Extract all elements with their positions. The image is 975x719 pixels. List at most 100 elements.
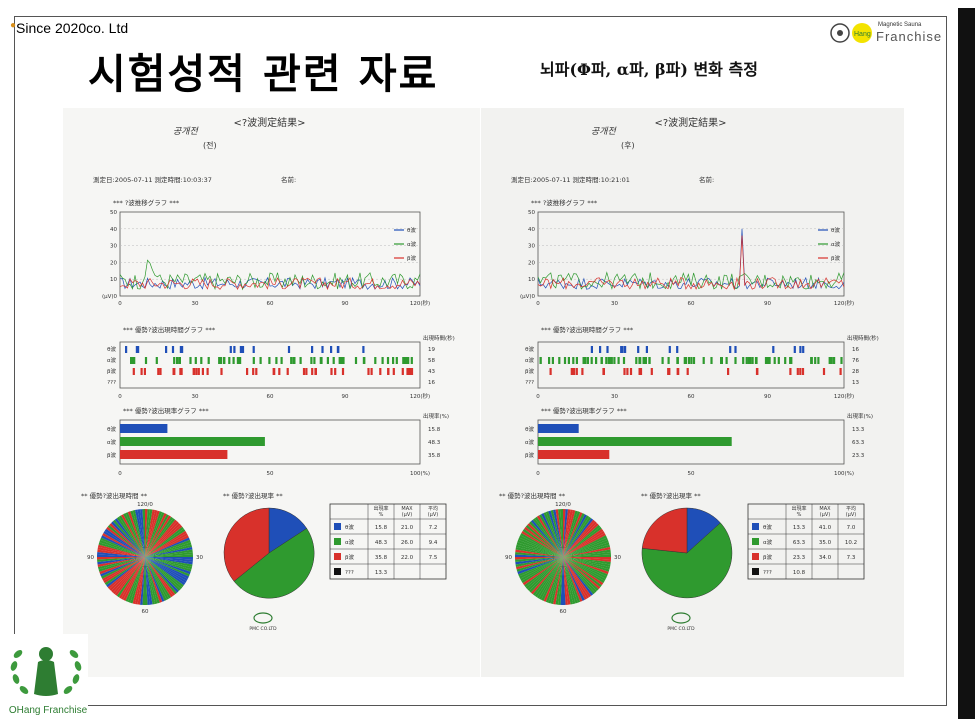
name-label: 名前: [281, 175, 296, 184]
pie-time-spoke [518, 557, 563, 577]
time-tick-bar [326, 357, 329, 364]
pie-time-spoke [545, 511, 563, 557]
pie-time-spoke [145, 524, 183, 557]
time-tick-bar [252, 357, 255, 364]
pie-time-spoke [563, 547, 611, 557]
pie-time-spoke [145, 557, 178, 595]
pie-time-spoke [525, 524, 563, 557]
pie-time-spoke [145, 557, 193, 562]
pie-time-spoke [116, 557, 145, 598]
table-cell: 15.8 [375, 525, 388, 531]
time-tick-bar [341, 368, 345, 375]
pie-time-spoke [99, 539, 145, 557]
time-row-label: ??? [525, 380, 534, 386]
time-tick-bar [667, 357, 670, 364]
pie-time-spoke [145, 557, 186, 586]
pie-time-spoke [145, 530, 187, 557]
time-tick-bar [582, 357, 585, 364]
time-tick-bar [340, 357, 343, 364]
time-tick-bar [207, 357, 210, 364]
table-cell: 26.0 [401, 540, 414, 546]
brand-large-text: Franchise [876, 29, 943, 44]
table-cell: α波 [345, 538, 355, 546]
time-tick-bar [635, 357, 638, 364]
time-tick-bar [220, 368, 223, 375]
pie-time-spoke [104, 528, 145, 557]
time-tick-bar [766, 357, 769, 364]
time-tick-bar [362, 346, 365, 353]
time-tick-bar [336, 346, 339, 353]
time-x-tick: 120(秒) [410, 392, 430, 400]
time-tick-bar [623, 368, 626, 375]
pie-time-spoke [558, 557, 563, 605]
pie-time-spoke [530, 519, 563, 557]
time-tick-bar [181, 346, 184, 353]
pie-time-spoke [145, 510, 158, 557]
time-tick-bar [255, 368, 258, 375]
pie-time-spoke [563, 557, 611, 560]
pie-time-spoke [534, 557, 563, 598]
pie-time-spoke [140, 509, 145, 557]
trend-series-line [537, 271, 845, 290]
time-tick-bar [638, 368, 641, 375]
time-tick-bar [548, 357, 551, 364]
time-tick-bar [233, 346, 236, 353]
time-tick-bar [799, 346, 802, 353]
slide-frame [14, 16, 947, 706]
pie-time-spoke [563, 524, 601, 557]
pie-time-spoke [550, 510, 563, 557]
pie-time-spoke [98, 557, 145, 570]
time-tick-bar [606, 346, 609, 353]
pie-time-spoke [563, 557, 608, 577]
time-x-tick: 60 [267, 394, 274, 400]
time-tick-bar [135, 346, 138, 353]
maker-label: PMC CO.LTD [249, 626, 277, 632]
time-tick-bar [828, 357, 831, 364]
time-tick-bar [395, 357, 398, 364]
time-x-tick: 90 [764, 394, 771, 400]
time-tick-bar [840, 357, 843, 364]
pie-time-spoke [517, 539, 563, 557]
time-tick-bar [747, 357, 750, 364]
pie-time-spoke [563, 557, 578, 604]
time-tick-bar [817, 357, 820, 364]
pie-time-spoke [145, 514, 169, 557]
trend-y-tick: 40 [110, 227, 117, 233]
pie-time-spoke [100, 557, 145, 577]
time-tick-bar [179, 346, 182, 353]
time-tick-bar [410, 357, 413, 364]
time-tick-bar [125, 346, 128, 353]
time-tick-bar [130, 357, 133, 364]
time-tick-bar [374, 357, 377, 364]
pie-time-spoke [563, 557, 604, 586]
time-tick-bar [677, 368, 680, 375]
time-tick-bar [773, 357, 776, 364]
dial-label-top: 120/0 [555, 502, 571, 508]
pie-time-spoke [515, 557, 563, 565]
pie-time-spoke [145, 557, 179, 593]
time-x-tick: 90 [342, 394, 349, 400]
time-tick-bar [286, 368, 289, 375]
dial-label-bottom: 60 [560, 609, 567, 615]
rate-chart-header: 出現率(%) [847, 412, 873, 420]
trend-x-tick: 120(秒) [834, 299, 854, 307]
pie-rate-slice [641, 507, 688, 554]
pie-time-spoke [145, 557, 189, 579]
table-cell: 34.0 [819, 555, 832, 561]
pie-time-spoke [548, 510, 563, 557]
pie-rate-title: ** 優勢?波出現率 ** [223, 491, 283, 500]
page-title: 시험성적 관련 자료 [88, 50, 439, 98]
table-cell: θ波 [763, 523, 772, 531]
pie-time-spoke [563, 557, 607, 579]
maker-logo-icon [253, 612, 273, 624]
rate-x-tick: 50 [688, 471, 695, 477]
brand-small-text: Magnetic Sauna [878, 22, 922, 28]
table-cell: 10.8 [793, 570, 806, 576]
table-cell: θ波 [345, 523, 354, 531]
time-row-label: ??? [107, 380, 116, 386]
pie-time-spoke [137, 557, 145, 605]
pie-time-spoke [555, 509, 563, 557]
pie-time-spoke [145, 510, 160, 557]
pie-time-spoke [563, 523, 599, 557]
time-tick-bar [252, 346, 255, 353]
